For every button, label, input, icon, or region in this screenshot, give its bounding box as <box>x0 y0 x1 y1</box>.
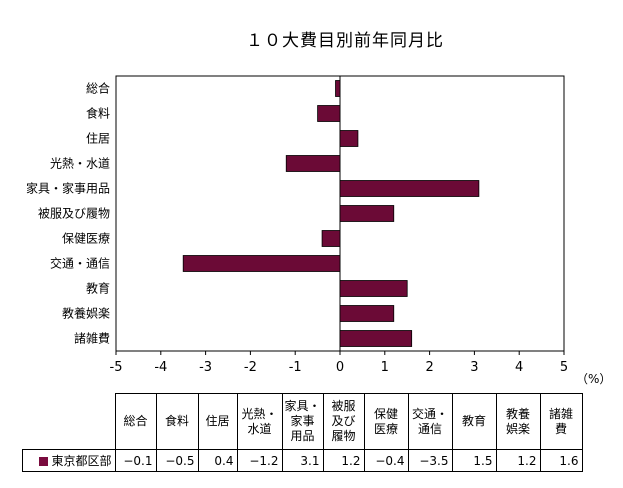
table-header-7: 交通・ 通信 <box>407 393 453 450</box>
table-value-10: 1.6 <box>539 449 583 472</box>
category-label-4: 家具・家事用品 <box>26 181 110 196</box>
category-label-3: 光熱・水道 <box>50 157 110 171</box>
data-table: 総合 食料 住居 光熱・ 水道 家具・ 家事 用品 被服 及び 履物 保健 医療 交通・ 通信 教育 教養 娯楽諸… <box>22 393 583 472</box>
bar-1 <box>317 105 341 122</box>
category-label-9: 教養娯楽 <box>62 306 110 321</box>
table-value-5: 1.2 <box>322 449 365 472</box>
table-header-2: 住居 <box>197 393 238 450</box>
bar-0 <box>335 80 341 97</box>
bar-6 <box>321 230 341 247</box>
table-value-4: 3.1 <box>281 449 324 472</box>
bar-2 <box>339 130 359 147</box>
bar-10 <box>339 330 413 347</box>
bar-7 <box>182 255 341 272</box>
x-tick-label-10: 5 <box>560 360 568 375</box>
category-label-10: 諸雑費 <box>74 331 110 346</box>
table-value-8: 1.5 <box>451 449 497 472</box>
chart-title: １０大費目別前年同月比 <box>246 31 444 51</box>
table-value-2: 0.4 <box>197 449 238 472</box>
x-tick-label-5: 0 <box>336 360 344 375</box>
x-tick-label-1: -4 <box>154 360 167 375</box>
table-header-8: 教育 <box>451 393 497 450</box>
table-header-6: 保健 医療 <box>363 393 409 450</box>
x-tick-label-4: -1 <box>289 360 302 375</box>
x-tick-label-3: -2 <box>244 360 257 375</box>
bar-9 <box>339 305 395 322</box>
table-header-10: 諸雑費 <box>539 393 583 450</box>
table-value-1: −0.5 <box>155 449 199 472</box>
table-value-7: −3.5 <box>407 449 453 472</box>
table-header-3: 光熱・ 水道 <box>236 393 283 450</box>
category-label-7: 交通・通信 <box>50 256 110 271</box>
series-label: 東京都区部 <box>51 454 112 468</box>
bar-5 <box>339 205 395 222</box>
category-label-1: 食料 <box>86 106 110 121</box>
x-tick-label-7: 2 <box>425 360 433 375</box>
series-swatch <box>39 457 49 466</box>
table-value-3: −1.2 <box>236 449 283 472</box>
category-label-0: 総合 <box>86 81 110 96</box>
bar-4 <box>339 180 480 197</box>
category-label-2: 住居 <box>86 132 110 146</box>
x-tick-label-0: -5 <box>110 360 123 375</box>
x-tick-label-6: 1 <box>381 360 389 375</box>
bar-3 <box>285 155 341 172</box>
table-value-9: 1.2 <box>495 449 541 472</box>
x-tick-label-9: 4 <box>515 360 523 375</box>
table-header-5: 被服 及び 履物 <box>322 393 365 450</box>
unit-label: （%） <box>576 372 612 386</box>
category-label-8: 教育 <box>86 281 110 296</box>
table-value-0: −0.1 <box>114 449 157 472</box>
x-tick-label-8: 3 <box>470 360 478 375</box>
category-label-5: 被服及び履物 <box>38 207 110 221</box>
series-label-cell: 東京都区部 <box>22 449 116 472</box>
bar-chart: 総合食料住居光熱・水道家具・家事用品被服及び履物保健医療交通・通信教育教養娯楽諸… <box>26 75 568 375</box>
category-label-6: 保健医療 <box>62 232 110 246</box>
table-header-1: 食料 <box>155 393 199 450</box>
table-header-9: 教養 娯楽 <box>495 393 541 450</box>
table-value-6: −0.4 <box>363 449 409 472</box>
table-corner <box>22 393 116 450</box>
table-header-0: 総合 <box>114 393 157 450</box>
table-header-4: 家具・ 家事 用品 <box>281 393 324 450</box>
x-tick-label-2: -3 <box>199 360 212 375</box>
bar-8 <box>339 280 408 297</box>
